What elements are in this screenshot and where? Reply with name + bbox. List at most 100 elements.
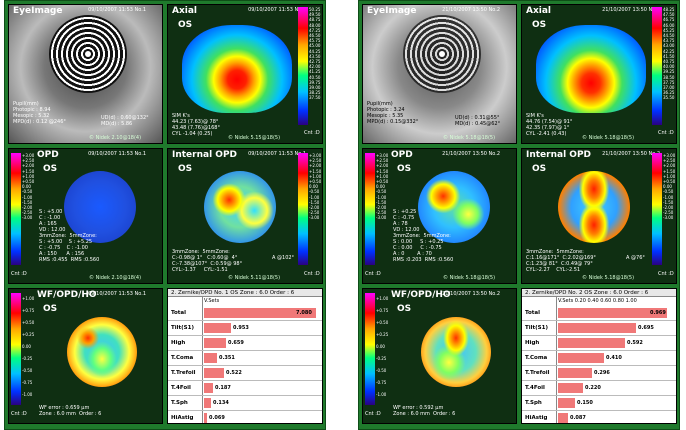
- scale-tick-label: 50.25: [309, 7, 321, 12]
- zernike-value: 0.969: [650, 310, 666, 316]
- scale-tick-label: +2.50: [376, 158, 389, 164]
- zernike-term-label: HiAstig: [525, 415, 548, 421]
- color-scale-labels: +3.00 +2.50 +2.00 +1.50 +1.00 +0.50 0.00 -0.50-…: [376, 153, 388, 221]
- zernike-term-label: High: [171, 340, 186, 346]
- right-report-sheet: EyeImage 21/10/2007 13:50 No.2 Pupil(mm)…: [358, 0, 680, 430]
- eye-label: OS: [43, 164, 58, 174]
- zernike-value: 0.296: [594, 370, 610, 376]
- opd-map: [418, 171, 490, 243]
- internal-opd-map: [558, 171, 630, 243]
- scale-tick-label: -0.50: [376, 368, 387, 373]
- scale-unit: Cnt :D: [304, 271, 320, 277]
- zernike-bar: [558, 413, 568, 423]
- panel-footer: © Nidek 2.10@18(4): [89, 135, 142, 141]
- scale-tick-label: +2.00: [663, 163, 676, 169]
- zernike-row: T.4Foil 0.220: [522, 380, 676, 396]
- zernike-row: HiAstig 0.069: [168, 410, 322, 423]
- scale-tick-label: 43.00: [663, 43, 675, 49]
- timestamp: 09/10/2007 11:53 No.1: [248, 7, 306, 13]
- zernike-graph-panel[interactable]: 2. Zernike/OPD No. 1 OS Zone : 6.0 Order…: [167, 288, 323, 424]
- zernike-term-label: T.Coma: [525, 355, 548, 361]
- axial-map-panel[interactable]: Axial OS 21/10/2007 13:50 No.2 SIM K's 4…: [521, 4, 677, 144]
- scale-tick-label: 46.50: [309, 33, 321, 39]
- zernike-bar: [558, 338, 625, 348]
- panel-title: WF/OPD/HO: [391, 290, 451, 300]
- scale-tick-label: -0.75: [22, 380, 33, 385]
- scale-tick-label: 37.50: [309, 95, 321, 101]
- scale-tick-label: -3.00: [22, 215, 33, 221]
- opd-map-panel[interactable]: +3.00 +2.50 +2.00 +1.50 +1.00 +0.50 0.00 -0.50-…: [362, 148, 517, 284]
- scale-tick-label: 35.50: [663, 95, 675, 101]
- internal-opd-panel[interactable]: Internal OPD OS 21/10/2007 13:50 No.2 3m…: [521, 148, 677, 284]
- zernike-value: 0.187: [215, 385, 231, 391]
- scale-tick-label: -2.50: [22, 210, 33, 216]
- scale-tick-label: -0.50: [22, 368, 33, 373]
- wfopd-ho-panel[interactable]: +1.00 +0.75 +0.50 +0.25 0.00 -0.25 -0.50 -0.75 -…: [362, 288, 517, 424]
- scale-tick-label: -3.00: [663, 215, 674, 221]
- zernike-term-label: Tilt(S1): [171, 325, 194, 331]
- zernike-bar: [204, 308, 316, 318]
- zernike-term-label: Tilt(S1): [525, 325, 548, 331]
- zernike-value: 7.080: [296, 310, 312, 316]
- eye-image-panel[interactable]: EyeImage 21/10/2007 13:50 No.2 Pupil(mm)…: [362, 4, 517, 144]
- opd-map-panel[interactable]: +3.00 +2.50 +2.00 +1.50 +1.00 +0.50 0.00 -0.50-…: [8, 148, 163, 284]
- scale-tick-label: -0.25: [22, 356, 33, 361]
- pupil-info: Pupil(mm) Photopic : 3.24 Mesopic : 5.35…: [367, 101, 419, 125]
- zernike-bar: [558, 308, 667, 318]
- scale-tick-label: -2.50: [376, 210, 387, 216]
- panel-title: Axial: [172, 6, 198, 16]
- scale-tick-label: -1.00: [663, 194, 674, 200]
- scale-unit: Cnt :D: [658, 130, 674, 136]
- scale-tick-label: -1.50: [22, 199, 33, 205]
- scale-tick-label: 43.50: [309, 53, 321, 59]
- scale-tick-label: 0.00: [22, 184, 31, 190]
- scale-tick-label: -1.00: [22, 392, 33, 397]
- axial-topography-map: [536, 25, 646, 113]
- zernike-row: T.Sph 0.134: [168, 395, 322, 411]
- zernike-bar: [204, 413, 207, 423]
- scale-tick-label: +2.50: [663, 158, 676, 164]
- scale-tick-label: -0.50: [663, 189, 674, 195]
- scale-tick-label: -1.00: [376, 392, 387, 397]
- pupil-info: Pupil(mm) Photopic : 8.94 Mesopic : 5.32…: [13, 101, 66, 125]
- color-scale-bar: [11, 153, 21, 265]
- internal-opd-values: 3mmZone: 5mmZone: C:-0.98@ 1° C:0.60@ 4°…: [172, 249, 243, 273]
- scale-unit: Cnt :D: [11, 411, 27, 417]
- wf-error-info: WF error : 0.592 µm Zone : 6.0 mm Order …: [393, 405, 456, 417]
- scale-tick-label: +1.00: [22, 173, 35, 179]
- zernike-term-label: T.Coma: [171, 355, 194, 361]
- wfopd-ho-panel[interactable]: +1.00 +0.75 +0.50 +0.25 0.00 -0.25 -0.50 -0.75 -…: [8, 288, 163, 424]
- scale-tick-label: +1.50: [376, 168, 389, 174]
- axis-angle: A @102°: [272, 255, 295, 261]
- eye-image-panel[interactable]: EyeImage 09/10/2007 11:53 No.1 Pupil(mm)…: [8, 4, 163, 144]
- panel-footer: © Nidek 2.10@18(4): [89, 275, 142, 281]
- panel-title: Internal OPD: [526, 150, 592, 160]
- scale-tick-label: +1.50: [309, 168, 322, 174]
- panel-title: Internal OPD: [172, 150, 238, 160]
- scale-unit: Cnt :D: [304, 130, 320, 136]
- zernike-row: T.4Foil 0.187: [168, 380, 322, 396]
- scale-tick-label: +3.00: [376, 153, 389, 158]
- panel-footer: © Nidek 5.18@18(5): [582, 275, 635, 281]
- zernike-row: T.Trefoil 0.522: [168, 365, 322, 381]
- timestamp: 09/10/2007 11:53 No.1: [88, 291, 146, 297]
- pupil-center-marker: [439, 51, 445, 57]
- axial-map-panel[interactable]: Axial OS 09/10/2007 11:53 No.1 SIM K's 4…: [167, 4, 323, 144]
- scale-tick-label: 37.00: [663, 85, 675, 91]
- panel-title: Axial: [526, 6, 552, 16]
- scale-tick-label: +0.50: [22, 320, 35, 325]
- scale-tick-label: 42.00: [309, 64, 321, 70]
- scale-tick-label: 48.00: [309, 22, 321, 28]
- zernike-bar: [558, 368, 592, 378]
- scale-tick-label: -1.00: [376, 194, 387, 200]
- scale-tick-label: -1.50: [309, 199, 320, 205]
- zernike-value: 0.659: [228, 340, 244, 346]
- scale-tick-label: -0.50: [309, 189, 320, 195]
- scale-tick-label: +2.00: [309, 163, 322, 169]
- zernike-row: T.Coma 0.351: [168, 350, 322, 366]
- scale-tick-label: 41.50: [663, 53, 675, 59]
- scale-tick-label: 38.25: [309, 90, 321, 96]
- scale-tick-label: -2.00: [663, 205, 674, 211]
- internal-opd-panel[interactable]: Internal OPD OS 09/10/2007 11:53 No.1 3m…: [167, 148, 323, 284]
- zernike-graph-panel[interactable]: 2. Zernike/OPD No. 2 OS Zone : 6.0 Order…: [521, 288, 677, 424]
